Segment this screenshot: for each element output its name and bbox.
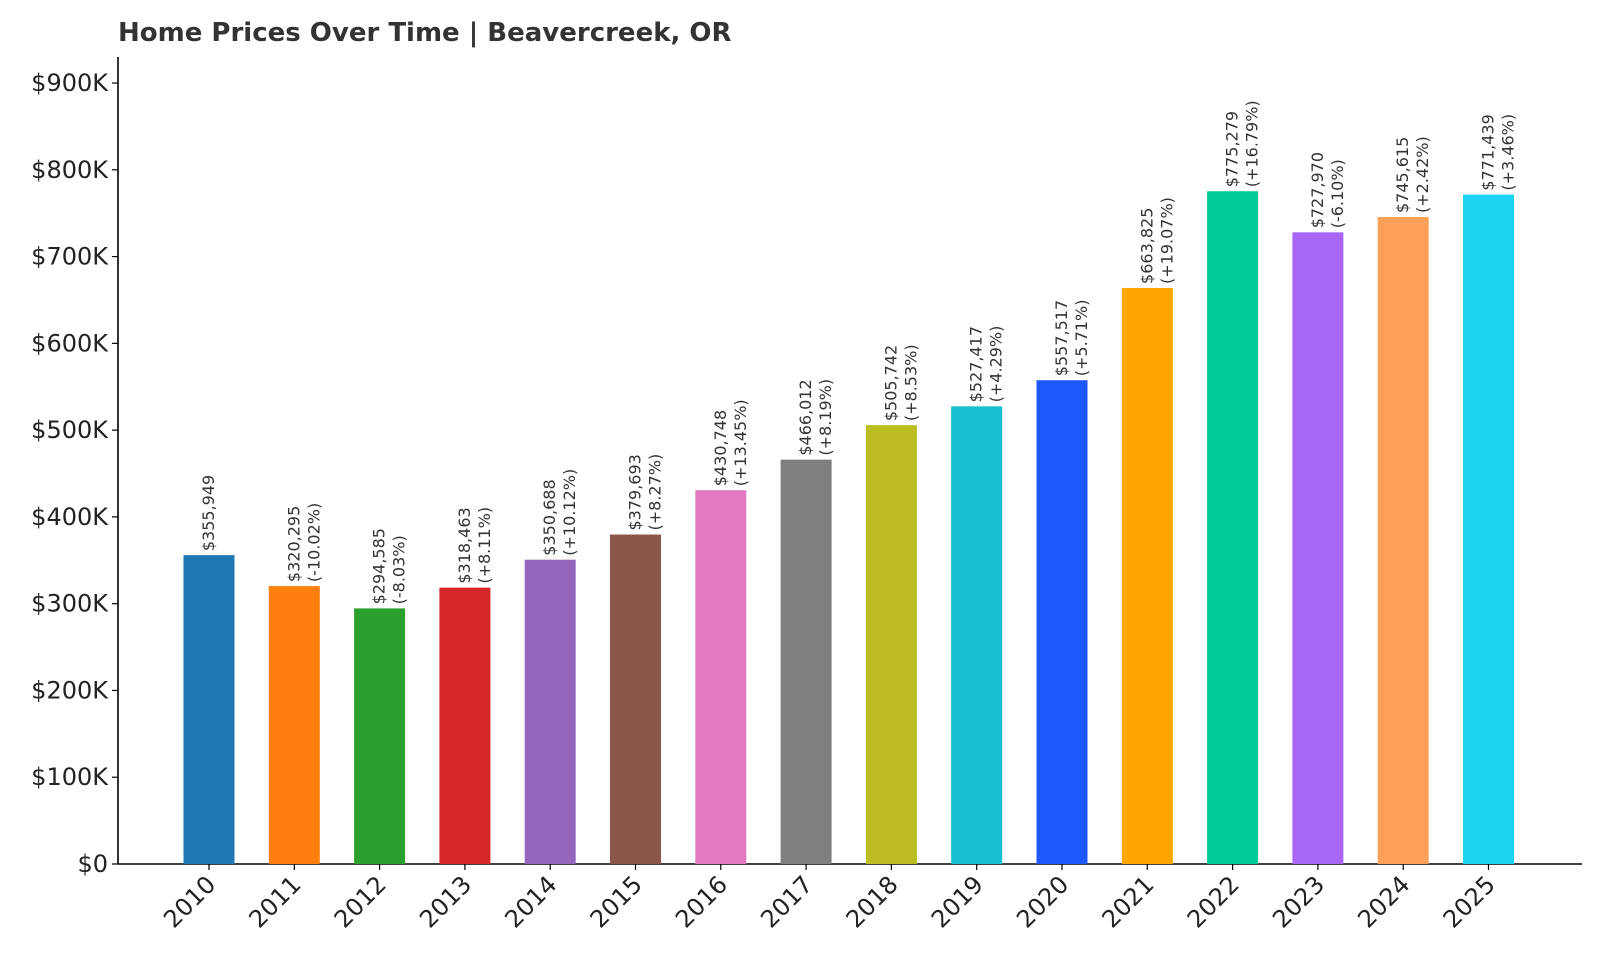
y-tick-label: $500K [31,416,109,444]
x-tick-label: 2021 [1097,870,1160,933]
x-tick-label: 2018 [841,870,904,933]
y-axis: $0 $100K $200K $300K $400K $500K $600K $700K $80… [31,57,119,878]
y-tick-label: $700K [31,243,109,271]
y-tick-label: $300K [31,590,109,618]
bar-value-label: $430,748 [711,410,730,486]
x-tick-label: 2017 [755,870,818,933]
bar-2021 [1121,287,1173,865]
bar-value-label: $355,949 [199,475,218,551]
bar-change-label: (+16.79%) [1243,100,1262,187]
bar-change-label: (-8.03%) [390,535,409,604]
bar-2015 [610,534,661,864]
x-tick-label: 2015 [585,870,648,933]
x-tick-label: 2011 [244,870,307,933]
y-tick-label: $800K [31,156,109,184]
bar-change-label: (+19.07%) [1157,197,1176,284]
bar-2012 [354,608,406,864]
bar-value-label: $745,615 [1393,137,1412,213]
x-tick-label: 2013 [414,870,477,933]
x-tick-label: 2012 [329,870,392,933]
bar-value-label: $320,295 [284,506,303,582]
bar-change-label: (+8.53%) [901,344,920,421]
bar-2018 [865,425,917,864]
bar-value-label: $350,688 [540,479,559,555]
bar-2017 [780,459,832,864]
bar-change-label: (+8.11%) [475,507,494,584]
bar-value-label: $466,012 [796,379,815,455]
bar-2013 [439,587,491,864]
bar-2022 [1207,191,1259,864]
bar-2010 [183,555,235,864]
x-tick-label: 2020 [1011,870,1074,933]
x-axis: 2010 2011 2012 2013 2014 2015 2016 2017 2018 2019… [118,863,1582,933]
x-tick-label: 2025 [1438,870,1501,933]
y-tick-label: $200K [31,676,109,704]
bar-change-label: (+13.45%) [731,399,750,486]
bar-labels: $355,949 $320,295 (-10.02%) $294,585 (-8.03%… [199,100,1518,604]
bars [183,191,1514,865]
bar-2019 [951,406,1003,864]
x-tick-label: 2019 [926,870,989,933]
bar-value-label: $505,742 [881,345,900,421]
bar-2011 [268,586,320,864]
chart-title: Home Prices Over Time | Beavercreek, OR [118,18,732,48]
x-tick-label: 2010 [158,870,221,933]
x-tick-label: 2014 [499,870,562,933]
bar-2020 [1036,380,1088,864]
y-tick-label: $0 [77,850,108,878]
bar-value-label: $527,417 [967,326,986,402]
bar-change-label: (+5.71%) [1072,300,1091,377]
bar-value-label: $557,517 [1052,300,1071,376]
bar-change-label: (+10.12%) [560,469,579,556]
bar-change-label: (+3.46%) [1499,114,1518,191]
bar-2023 [1292,232,1344,864]
x-tick-label: 2023 [1267,870,1330,933]
bar-value-label: $379,693 [626,454,645,530]
y-tick-label: $900K [31,69,109,97]
bar-change-label: (+8.19%) [816,379,835,456]
bar-value-label: $775,279 [1223,111,1242,187]
y-tick-label: $600K [31,329,109,357]
y-tick-label: $400K [31,503,109,531]
bar-value-label: $318,463 [455,507,474,583]
bar-value-label: $727,970 [1308,152,1327,228]
bar-change-label: (-6.10%) [1328,159,1347,228]
bar-2025 [1463,194,1514,864]
bar-change-label: (+8.27%) [646,454,665,531]
bar-value-label: $771,439 [1479,114,1498,190]
bar-2024 [1377,216,1429,864]
bar-change-label: (+4.29%) [987,326,1006,403]
bar-value-label: $663,825 [1137,208,1156,284]
x-tick-label: 2024 [1352,870,1415,933]
bar-2016 [695,490,747,864]
y-tick-label: $100K [31,763,109,791]
x-tick-label: 2022 [1182,870,1245,933]
bar-change-label: (+2.42%) [1413,136,1432,213]
bar-2014 [524,559,576,864]
bar-value-label: $294,585 [370,528,389,604]
bar-change-label: (-10.02%) [304,503,323,582]
x-tick-label: 2016 [670,870,733,933]
